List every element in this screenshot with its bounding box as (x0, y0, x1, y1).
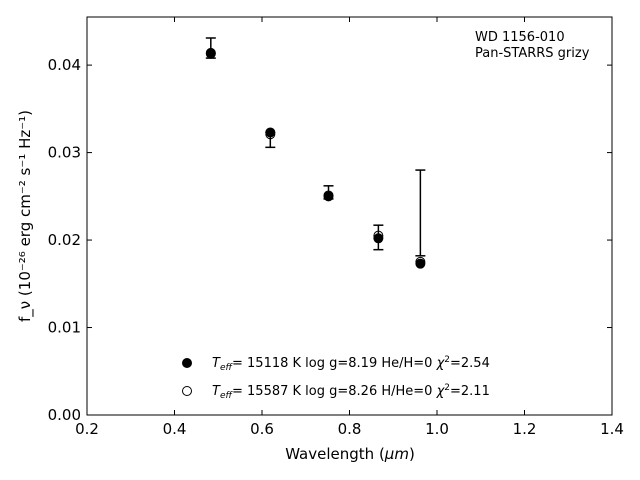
y-tick-label: 0.04 (48, 56, 81, 74)
y-tick-label: 0.03 (48, 144, 81, 162)
x-tick-label: 1.2 (513, 420, 537, 438)
point-open (265, 129, 276, 140)
legend-entry-2: Teff= 15587 K log g=8.26 H/He=0 χ2=2.11 (212, 383, 490, 401)
annotation-line-2: Pan-STARRS grizy (475, 46, 590, 61)
axis-ticks: 0.2 0.4 0.6 0.8 1.0 1.2 1.4 0.00 0.01 0.02 0.03 0.0… (48, 17, 624, 438)
point-filled (373, 233, 384, 244)
point-open (373, 230, 384, 241)
y-tick-label: 0.02 (48, 231, 81, 249)
point-open (205, 48, 216, 59)
data-points (205, 47, 426, 269)
error-bars (205, 37, 426, 257)
legend-marker-filled (182, 358, 192, 368)
annotation-line-1: WD 1156-010 (475, 30, 565, 45)
x-tick-label: 0.2 (75, 420, 99, 438)
y-axis-label: f_ν (10⁻²⁶ erg cm⁻² s⁻¹ Hz⁻¹) (16, 110, 35, 322)
point-open (323, 190, 334, 201)
legend-entry-1: Teff= 15118 K log g=8.19 He/H=0 χ2=2.54 (212, 355, 490, 373)
x-tick-label: 0.8 (338, 420, 362, 438)
x-axis-label: Wavelength (μm) (285, 445, 415, 463)
y-tick-label: 0.00 (48, 406, 81, 424)
y-tick-label: 0.01 (48, 319, 81, 337)
x-tick-label: 1.4 (600, 420, 624, 438)
legend-marker-open (182, 386, 192, 396)
point-open (415, 256, 426, 267)
x-tick-label: 1.0 (425, 420, 449, 438)
x-tick-label: 0.4 (163, 420, 187, 438)
x-tick-label: 0.6 (250, 420, 274, 438)
legend: Teff= 15118 K log g=8.19 He/H=0 χ2=2.54 … (182, 355, 490, 401)
